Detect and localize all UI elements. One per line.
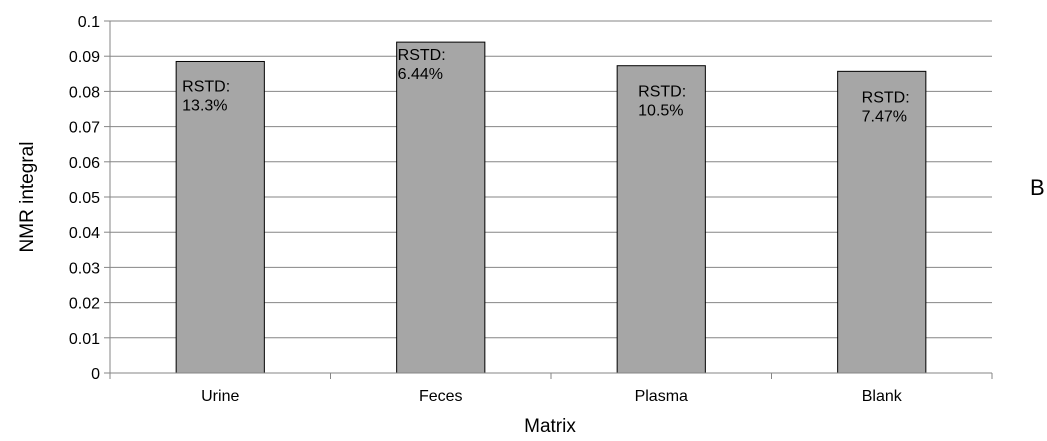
x-tick-label: Urine [201,388,239,405]
y-tick-label: 0.09 [69,49,100,66]
bar-urine [175,60,265,374]
y-tick-label: 0.01 [69,331,100,348]
data-label: RSTD: 10.5% [638,84,686,120]
y-tick-label: 0.04 [69,225,100,242]
data-label: RSTD: 7.47% [862,89,910,125]
bar-feces [396,41,486,374]
y-tick-label: 0.1 [78,14,100,31]
y-tick-label: 0 [91,366,100,383]
y-tick-label: 0.07 [69,120,100,137]
data-label: RSTD: 6.44% [398,47,446,83]
y-tick-label: 0.02 [69,296,100,313]
axes [104,20,993,379]
x-axis-title: Matrix [524,416,576,437]
data-label: RSTD: 13.3% [182,78,230,114]
labels: 0 0.01 0.02 0.03 0.04 0.05 0.06 0.07 0.08 0.09 0.1… [69,14,910,405]
x-tick-label: Feces [419,388,463,405]
y-axis-title: NMR integral [17,142,38,253]
panel-letter: B [1030,175,1045,200]
y-tick-label: 0.06 [69,155,100,172]
y-tick-label: 0.05 [69,190,100,207]
y-tick-label: 0.08 [69,84,100,101]
x-tick-label: Blank [862,388,903,405]
bar-blank [837,70,927,374]
y-tick-label: 0.03 [69,260,100,277]
x-tick-label: Plasma [635,388,688,405]
